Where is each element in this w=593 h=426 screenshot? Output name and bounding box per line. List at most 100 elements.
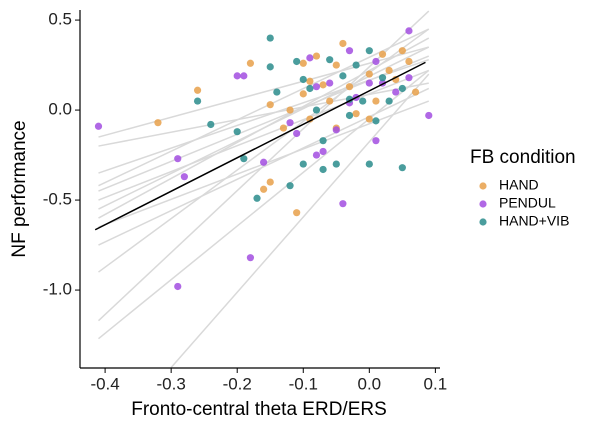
legend-label: PENDUL [499,195,556,211]
point [372,57,380,66]
point [293,129,301,138]
point [405,27,413,35]
point [332,61,340,69]
point [312,106,321,114]
y-tick-label: 0.0 [48,100,72,119]
point [365,70,373,78]
point [326,79,334,87]
legend-marker [479,218,487,226]
legend-marker [479,182,487,190]
point [193,86,202,94]
point [246,59,255,67]
point [398,47,406,55]
point [319,165,327,174]
x-tick-label: -0.2 [223,374,252,393]
legend-marker [479,200,487,208]
individual-line [98,58,430,174]
point [345,111,354,120]
point [293,209,301,217]
point [193,97,202,105]
point [312,151,321,159]
individual-line [98,37,430,219]
individual-line [98,87,430,246]
point [378,50,387,58]
point [312,83,321,91]
point [286,119,294,127]
point [233,128,241,136]
point [174,155,182,163]
point [240,72,248,80]
point [359,97,367,105]
point [260,185,268,193]
point [233,72,241,80]
point [345,47,354,55]
point [286,106,294,114]
point [266,63,274,71]
point [372,117,380,125]
point [94,122,103,130]
point [372,137,380,145]
x-tick-label: -0.1 [289,374,318,393]
point [425,111,433,120]
point [299,160,307,168]
point [266,101,274,109]
x-tick-label: -0.3 [157,374,186,393]
point [306,54,314,62]
point [385,97,393,105]
point [240,155,248,163]
point [180,173,188,181]
x-tick-label: 0.0 [358,374,382,393]
point [306,77,314,85]
individual-line [98,28,430,187]
point [286,182,294,190]
legend-label: HAND+VIB [499,213,569,229]
point [332,126,340,134]
point [405,74,413,82]
fit-line [94,61,426,231]
point [411,88,420,96]
point [365,79,373,87]
point [398,164,406,172]
point [405,57,413,66]
point [365,115,373,123]
plot-area [94,10,433,368]
individual-line [98,82,429,147]
y-tick-label: -1.0 [43,280,72,299]
point [365,47,373,55]
point [207,120,215,129]
point [279,124,288,132]
point [332,160,340,168]
point [385,66,393,75]
point [339,39,347,48]
individual-line [170,73,430,368]
x-tick-label: 0.1 [424,374,448,393]
point [339,72,347,80]
point [266,178,274,186]
point [154,119,162,127]
y-axis-label: NF performance [9,120,30,257]
point [398,84,406,93]
y-tick-label: 0.5 [48,10,72,29]
point [339,200,347,208]
point [299,59,307,67]
x-tick-label: -0.4 [90,374,119,393]
point [352,110,360,118]
point [260,158,268,166]
point [319,147,327,156]
point [246,254,255,262]
point [345,83,354,91]
x-axis-label: Fronto-central theta ERD/ERS [131,399,387,420]
point [266,34,274,42]
legend-title: FB condition [470,147,576,168]
point [319,137,327,145]
point [372,97,380,105]
individual-line [98,69,430,201]
point [352,61,360,69]
point [319,81,327,89]
point [312,52,321,60]
point [273,88,281,96]
legend-label: HAND [499,177,539,193]
point [293,57,301,66]
